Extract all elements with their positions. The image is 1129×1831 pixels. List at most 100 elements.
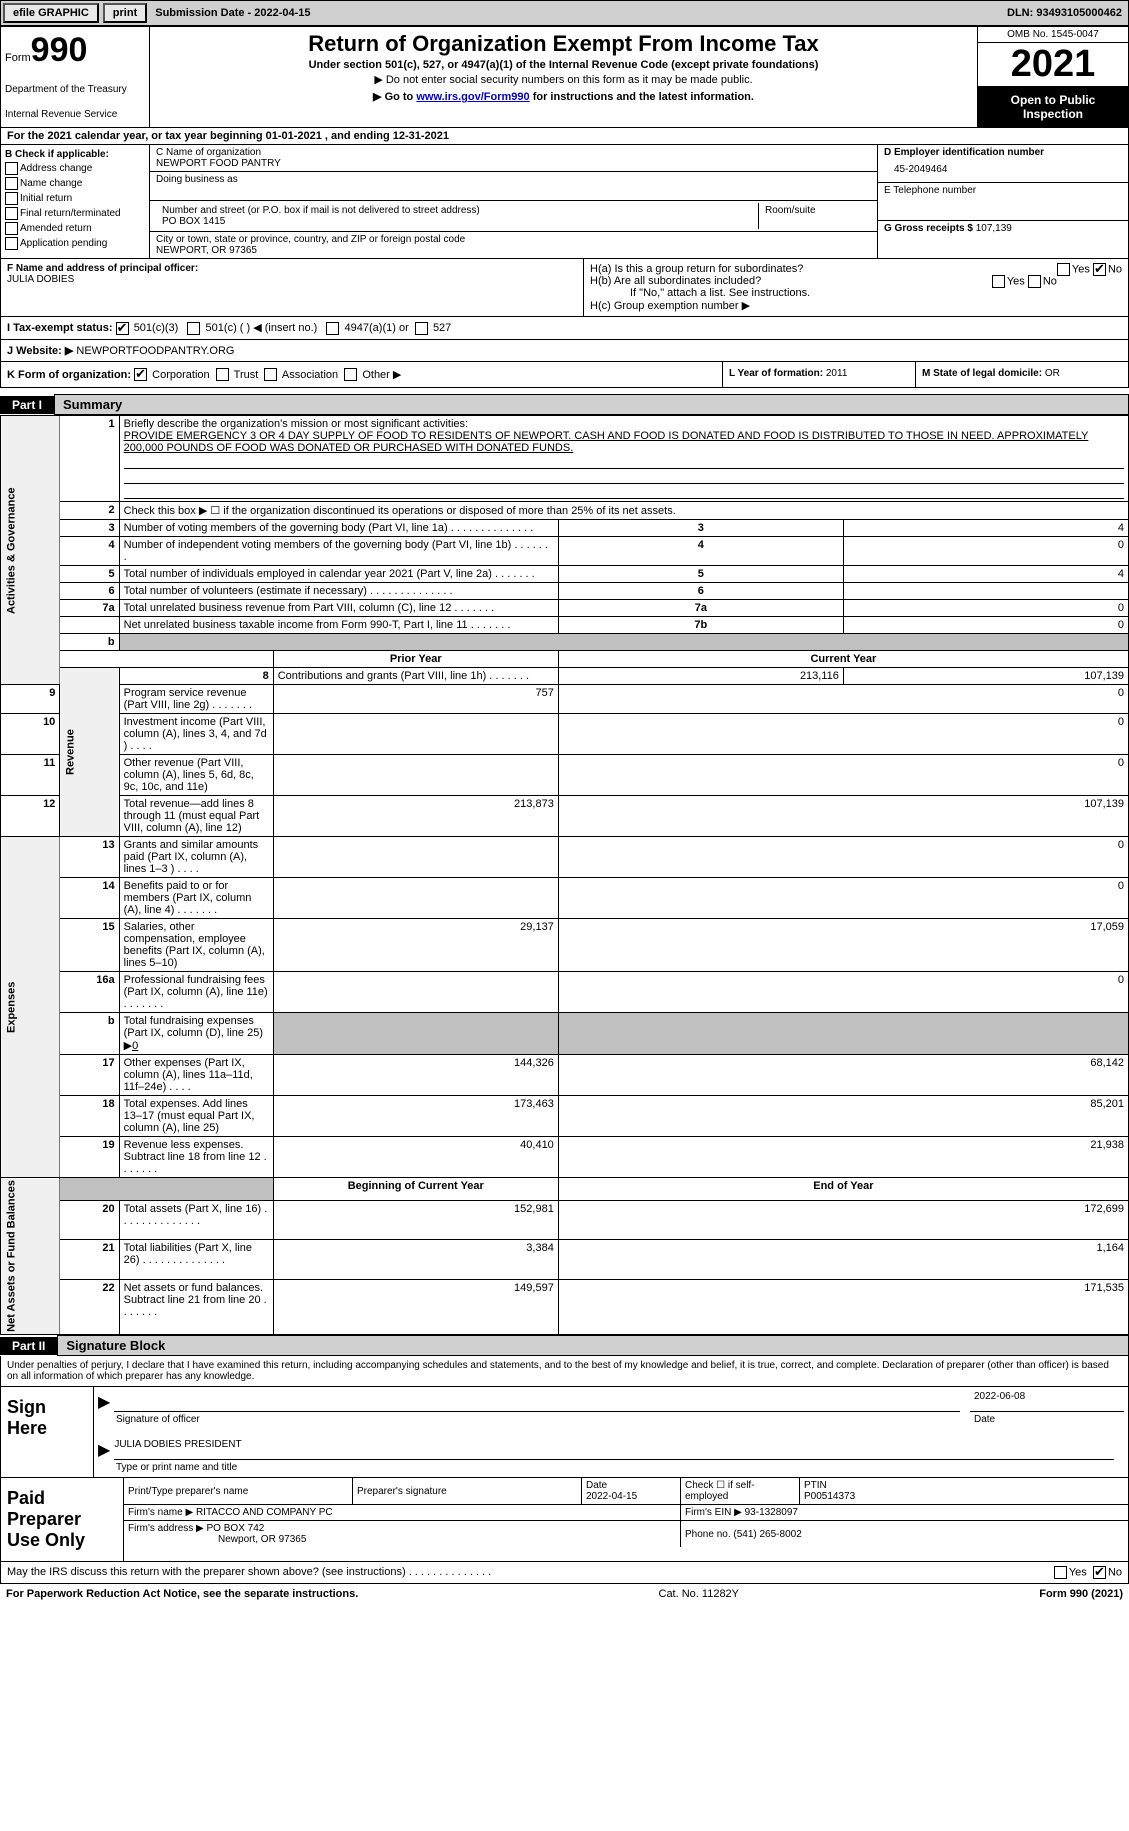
form-subtitle: Under section 501(c), 527, or 4947(a)(1)… <box>154 59 973 71</box>
side-expenses: Expenses <box>1 837 60 1178</box>
box-b-label: B Check if applicable: <box>5 149 145 160</box>
form-label: Form <box>5 52 31 64</box>
check-application-pending[interactable] <box>5 237 18 250</box>
cat-no: Cat. No. 11282Y <box>659 1588 740 1600</box>
irs-label: Internal Revenue Service <box>5 109 145 120</box>
check-501c[interactable] <box>187 322 200 335</box>
prep-name-label: Print/Type preparer's name <box>124 1478 353 1505</box>
submission-date: Submission Date - 2022-04-15 <box>149 5 316 21</box>
gross-receipts-label: G Gross receipts $ <box>884 223 973 234</box>
dept-treasury: Department of the Treasury <box>5 84 145 95</box>
current-year-header: Current Year <box>558 651 1128 668</box>
check-4947[interactable] <box>326 322 339 335</box>
side-activities: Activities & Governance <box>1 416 60 685</box>
goto-link[interactable]: www.irs.gov/Form990 <box>416 91 529 103</box>
declaration-text: Under penalties of perjury, I declare th… <box>0 1356 1129 1387</box>
tax-year: 2021 <box>978 43 1128 87</box>
paperwork-notice: For Paperwork Reduction Act Notice, see … <box>6 1588 358 1600</box>
prep-date: 2022-04-15 <box>586 1491 637 1502</box>
firm-addr1: PO BOX 742 <box>207 1523 265 1534</box>
box-h: H(a) Is this a group return for subordin… <box>584 259 1128 316</box>
org-name-label: C Name of organization <box>156 147 871 158</box>
box-i: I Tax-exempt status: 501(c)(3) 501(c) ( … <box>1 317 1128 339</box>
footer-row: For Paperwork Reduction Act Notice, see … <box>0 1584 1129 1604</box>
mission-text: PROVIDE EMERGENCY 3 OR 4 DAY SUPPLY OF F… <box>124 430 1124 454</box>
box-b: B Check if applicable: Address change Na… <box>1 145 150 258</box>
city-label: City or town, state or province, country… <box>156 234 871 245</box>
form-number: 990 <box>31 31 88 69</box>
print-button[interactable]: print <box>103 3 147 23</box>
firm-addr2: Newport, OR 97365 <box>218 1534 306 1545</box>
prior-year-header: Prior Year <box>273 651 558 668</box>
check-final-return[interactable] <box>5 207 18 220</box>
ein-label: D Employer identification number <box>884 147 1122 158</box>
header-right: OMB No. 1545-0047 2021 Open to Public In… <box>978 27 1128 127</box>
check-amended[interactable] <box>5 222 18 235</box>
check-501c3[interactable] <box>116 322 129 335</box>
efile-button[interactable]: efile GRAPHIC <box>3 3 99 23</box>
preparer-table: Print/Type preparer's name Preparer's si… <box>124 1478 1128 1547</box>
part2-title: Signature Block <box>57 1335 1129 1356</box>
part2-label: Part II <box>0 1337 57 1355</box>
box-l: L Year of formation: 2011 <box>722 362 915 388</box>
box-k: K Form of organization: Corporation Trus… <box>1 362 722 388</box>
box-de: D Employer identification number 45-2049… <box>877 145 1128 258</box>
header-left: Form990 Department of the Treasury Inter… <box>1 27 150 127</box>
box-c: C Name of organization NEWPORT FOOD PANT… <box>150 145 877 258</box>
form-title: Return of Organization Exempt From Incom… <box>154 31 973 57</box>
omb-number: OMB No. 1545-0047 <box>978 27 1128 43</box>
eoy-header: End of Year <box>558 1178 1128 1201</box>
calendar-year-line: For the 2021 calendar year, or tax year … <box>0 128 1129 145</box>
check-other[interactable] <box>344 368 357 381</box>
check-corp[interactable] <box>134 368 147 381</box>
officer-name: JULIA DOBIES <box>7 274 577 285</box>
line2: Check this box ▶ ☐ if the organization d… <box>119 502 1128 520</box>
ssn-note: ▶ Do not enter social security numbers o… <box>154 73 973 86</box>
gross-receipts-value: 107,139 <box>976 223 1012 234</box>
prep-sig-label: Preparer's signature <box>353 1478 582 1505</box>
website-value: NEWPORTFOODPANTRY.ORG <box>76 345 234 357</box>
check-527[interactable] <box>415 322 428 335</box>
boy-header: Beginning of Current Year <box>273 1178 558 1201</box>
room-label: Room/suite <box>759 203 871 229</box>
summary-table: Activities & Governance 1 Briefly descri… <box>0 415 1129 1335</box>
side-net-assets: Net Assets or Fund Balances <box>1 1178 60 1335</box>
dln: DLN: 93493105000462 <box>1001 5 1128 21</box>
city-value: NEWPORT, OR 97365 <box>156 245 871 256</box>
check-discuss-no[interactable] <box>1093 1566 1106 1579</box>
box-j: J Website: ▶ NEWPORTFOODPANTRY.ORG <box>0 340 1129 362</box>
addr-value: PO BOX 1415 <box>162 216 752 227</box>
header-center: Return of Organization Exempt From Incom… <box>150 27 978 127</box>
dba-label: Doing business as <box>156 174 871 185</box>
check-discuss-yes[interactable] <box>1054 1566 1067 1579</box>
check-name-change[interactable] <box>5 177 18 190</box>
ein-value: 45-2049464 <box>894 164 1122 175</box>
box-f: F Name and address of principal officer:… <box>1 259 584 316</box>
part1-label: Part I <box>0 396 54 414</box>
discuss-row: May the IRS discuss this return with the… <box>0 1562 1129 1584</box>
open-inspection: Open to Public Inspection <box>978 87 1128 127</box>
org-name: NEWPORT FOOD PANTRY <box>156 158 871 169</box>
prep-check-label: Check ☐ if self-employed <box>681 1478 800 1505</box>
box-m: M State of legal domicile: OR <box>915 362 1128 388</box>
form-footer: Form 990 (2021) <box>1039 1588 1123 1600</box>
hb-note: If "No," attach a list. See instructions… <box>630 287 1122 299</box>
check-address-change[interactable] <box>5 162 18 175</box>
check-assoc[interactable] <box>264 368 277 381</box>
firm-ein: 93-1328097 <box>745 1507 798 1518</box>
officer-name-title: JULIA DOBIES PRESIDENT <box>114 1433 1114 1460</box>
check-ha-no[interactable] <box>1093 263 1106 276</box>
goto-line: ▶ Go to www.irs.gov/Form990 for instruct… <box>154 90 973 103</box>
check-ha-yes[interactable] <box>1057 263 1070 276</box>
part1-title: Summary <box>54 394 1129 415</box>
check-hb-yes[interactable] <box>992 275 1005 288</box>
hc-label: H(c) Group exemption number ▶ <box>590 299 1122 312</box>
check-hb-no[interactable] <box>1028 275 1041 288</box>
check-initial-return[interactable] <box>5 192 18 205</box>
firm-phone: (541) 265-8002 <box>733 1529 801 1540</box>
sign-here-label: Sign Here <box>1 1387 94 1477</box>
sig-date: 2022-06-08 <box>970 1391 1124 1412</box>
officer-label: F Name and address of principal officer: <box>7 263 577 274</box>
check-trust[interactable] <box>216 368 229 381</box>
ptin-value: P00514373 <box>804 1491 855 1502</box>
